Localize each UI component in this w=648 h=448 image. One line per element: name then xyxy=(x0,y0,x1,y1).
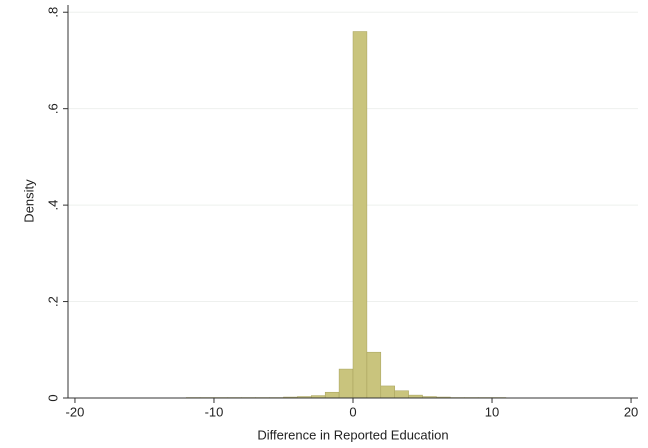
x-tick-label: 10 xyxy=(485,404,499,419)
x-tick-label: 20 xyxy=(624,404,638,419)
x-tick-label: 0 xyxy=(349,404,356,419)
x-axis-label: Difference in Reported Education xyxy=(257,427,448,442)
y-tick-label: .2 xyxy=(45,296,60,307)
bar xyxy=(380,385,395,399)
bar xyxy=(352,31,368,399)
x-tick-label: -20 xyxy=(66,404,85,419)
y-tick-label: .8 xyxy=(45,7,60,18)
bar xyxy=(394,390,409,399)
y-tick-label: 0 xyxy=(45,394,60,401)
y-tick-label: .4 xyxy=(45,200,60,211)
bar xyxy=(338,368,354,399)
y-tick-label: .6 xyxy=(45,103,60,114)
x-tick-label: -10 xyxy=(205,404,224,419)
y-axis-label: Density xyxy=(21,179,36,223)
bar xyxy=(324,391,340,399)
bar xyxy=(366,351,382,399)
